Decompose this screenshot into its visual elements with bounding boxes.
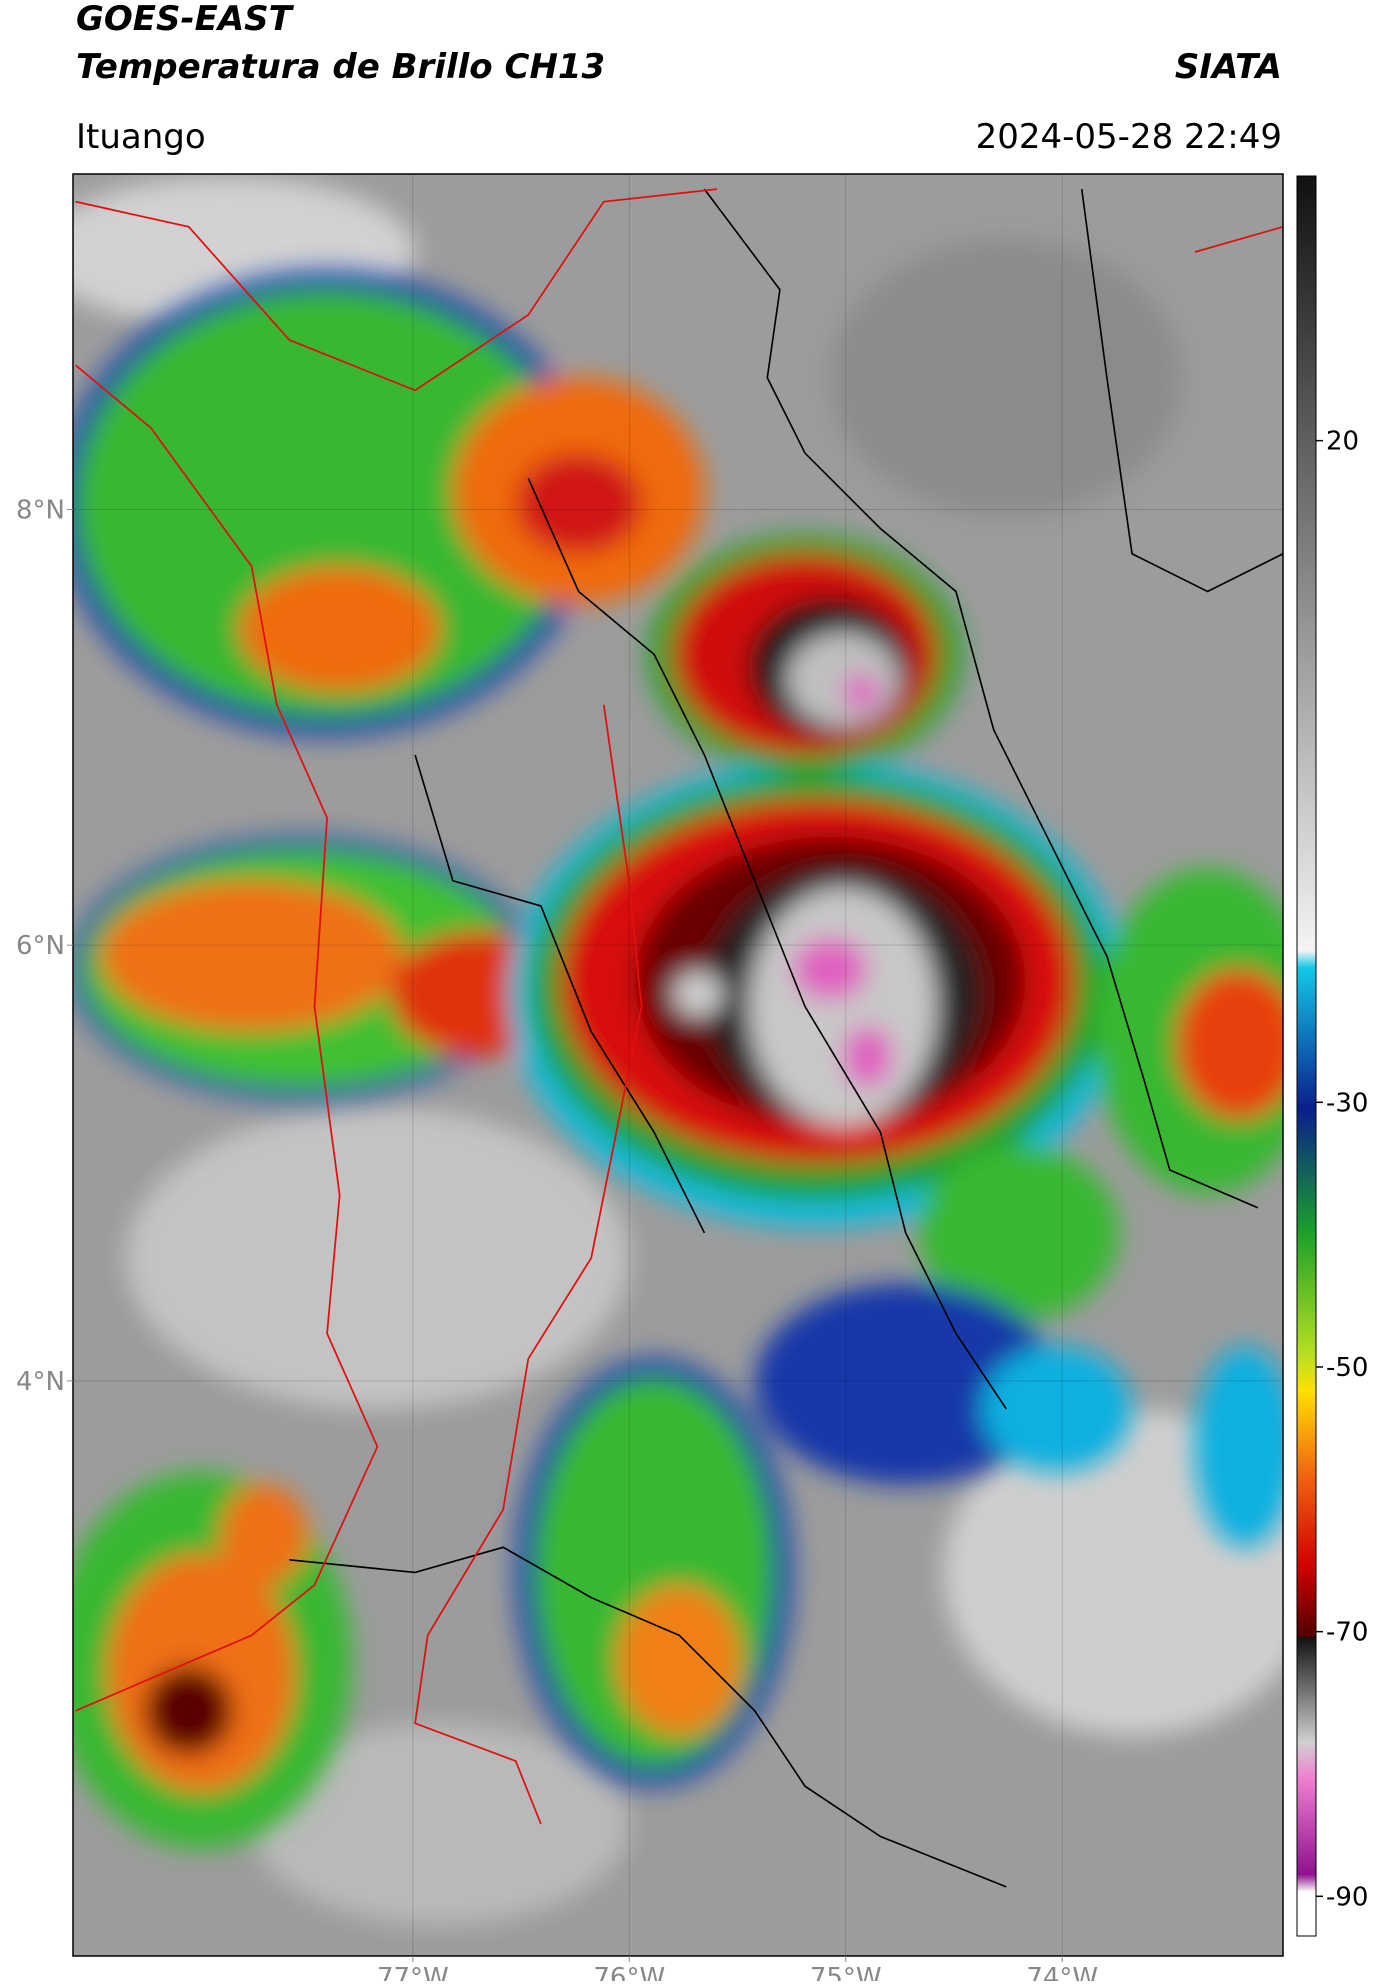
colorbar-tick-label: -90 — [1326, 1882, 1368, 1912]
y-tick-label: 6°N — [16, 931, 65, 961]
y-tick-label: 4°N — [16, 1367, 65, 1397]
satellite-image — [73, 174, 1283, 1956]
location: Ituango — [76, 117, 206, 157]
x-tick-label: 74°W — [1026, 1963, 1098, 1981]
x-tick-label: 75°W — [810, 1963, 882, 1981]
colorbar-tick-label: -30 — [1326, 1088, 1368, 1118]
map-frame — [72, 173, 1284, 1957]
colorbar-tick-label: -50 — [1326, 1353, 1368, 1383]
brand: SIATA — [1175, 47, 1282, 87]
colorbar-tick-label: -70 — [1326, 1618, 1368, 1648]
x-tick-label: 77°W — [377, 1963, 449, 1981]
x-tick-label: 76°W — [593, 1963, 665, 1981]
colorbar-tick-label: 20 — [1326, 427, 1359, 457]
title: GOES-EAST — [76, 0, 295, 39]
y-tick-label: 8°N — [16, 495, 65, 525]
timestamp: 2024-05-28 22:49 — [976, 117, 1282, 157]
map — [73, 174, 1283, 1956]
colorbar — [1296, 175, 1317, 1937]
subtitle: Temperatura de Brillo CH13 — [76, 47, 605, 87]
